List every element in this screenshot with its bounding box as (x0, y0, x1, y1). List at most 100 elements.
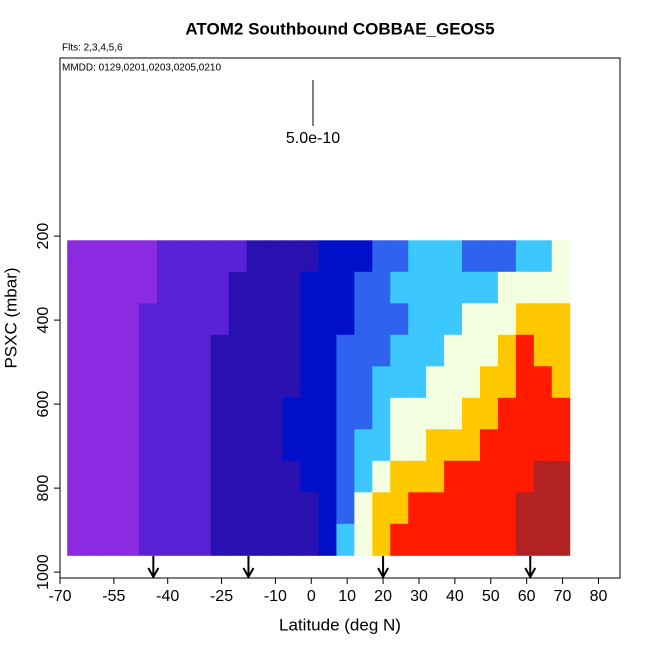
heat-cell (67, 334, 86, 367)
heat-cell (121, 429, 140, 462)
heat-cell (551, 334, 571, 367)
heat-cell (533, 492, 553, 525)
heat-cell (444, 303, 463, 336)
heat-cell (372, 429, 391, 462)
heat-cell (372, 460, 391, 493)
heat-cell (138, 492, 158, 525)
heat-cell (174, 271, 194, 304)
heat-cell (426, 397, 445, 430)
heat-cell (515, 303, 535, 336)
x-tick-label: -40 (156, 588, 179, 605)
heat-cell (497, 397, 517, 430)
heat-cell (103, 429, 122, 462)
heat-cell (264, 366, 284, 399)
heat-cell (138, 429, 158, 462)
heat-cell (533, 303, 553, 336)
x-tick-label: 40 (446, 588, 464, 605)
heat-cell (354, 303, 373, 336)
heat-cell (138, 303, 158, 336)
heat-cell (372, 334, 391, 367)
heat-cell (121, 397, 140, 430)
heat-cell (462, 303, 481, 336)
heat-cell (336, 397, 355, 430)
heat-cell (264, 240, 284, 273)
heat-cell (156, 429, 176, 462)
heat-cell (354, 523, 373, 556)
heat-cell (228, 303, 248, 336)
heat-cell (336, 366, 355, 399)
heat-cell (282, 460, 302, 493)
heat-cell (174, 397, 194, 430)
heat-cell (426, 460, 445, 493)
heat-cell (246, 240, 266, 273)
heat-cell (85, 523, 104, 556)
heat-cell (318, 366, 337, 399)
heat-cell (156, 271, 176, 304)
heat-cell (300, 523, 319, 556)
annotation: MMDD: 0129,0201,0203,0205,0210 (62, 63, 221, 74)
heat-cell (497, 492, 517, 525)
heat-cell (103, 303, 122, 336)
heat-cell (210, 366, 230, 399)
heat-cell (282, 271, 302, 304)
heat-cell (121, 523, 140, 556)
chart-title: ATOM2 Southbound COBBAE_GEOS5 (185, 19, 494, 38)
heat-cell (85, 460, 104, 493)
heat-cell (390, 334, 409, 367)
heat-cell (156, 492, 176, 525)
heat-cell (480, 271, 499, 304)
heat-cell (210, 492, 230, 525)
heat-cell (480, 366, 499, 399)
heat-cell (67, 523, 86, 556)
heat-cell (174, 303, 194, 336)
heat-cell (67, 240, 86, 273)
heat-cell (85, 492, 104, 525)
heat-cell (497, 240, 517, 273)
heat-cell (300, 366, 319, 399)
heat-cell (515, 271, 535, 304)
heat-cell (192, 523, 212, 556)
heat-cell (462, 334, 481, 367)
heat-cell (300, 271, 319, 304)
heat-cell (210, 429, 230, 462)
heat-cell (103, 397, 122, 430)
heat-cell (210, 397, 230, 430)
y-tick-label: 400 (35, 307, 52, 334)
heat-cell (408, 492, 427, 525)
heat-cell (85, 240, 104, 273)
heat-cell (408, 271, 427, 304)
heat-cell (103, 334, 122, 367)
heat-cell (138, 366, 158, 399)
heat-cell (67, 303, 86, 336)
heat-cell (121, 240, 140, 273)
heat-cell (174, 334, 194, 367)
x-tick-label: -10 (264, 588, 287, 605)
heat-cell (336, 492, 355, 525)
heat-cell (426, 492, 445, 525)
heat-cell (551, 240, 571, 273)
heat-cell (551, 460, 571, 493)
heat-cell (462, 523, 481, 556)
heat-cell (480, 334, 499, 367)
heat-cell (282, 334, 302, 367)
y-axis-label: PSXC (mbar) (1, 267, 20, 368)
heat-cell (444, 240, 463, 273)
heat-cell (228, 334, 248, 367)
y-tick-label: 1000 (35, 554, 52, 590)
heat-cell (426, 523, 445, 556)
heat-cell (103, 271, 122, 304)
heat-cell (462, 460, 481, 493)
heat-cell (426, 429, 445, 462)
heat-cell (444, 460, 463, 493)
heat-cell (121, 271, 140, 304)
heat-cell (121, 303, 140, 336)
heat-cell (300, 240, 319, 273)
heat-cell (228, 271, 248, 304)
heat-cell (372, 240, 391, 273)
heat-cell (121, 366, 140, 399)
heat-cell (300, 492, 319, 525)
heat-cell (336, 523, 355, 556)
heat-cell (426, 271, 445, 304)
heat-cell (551, 303, 571, 336)
heat-cell (462, 240, 481, 273)
